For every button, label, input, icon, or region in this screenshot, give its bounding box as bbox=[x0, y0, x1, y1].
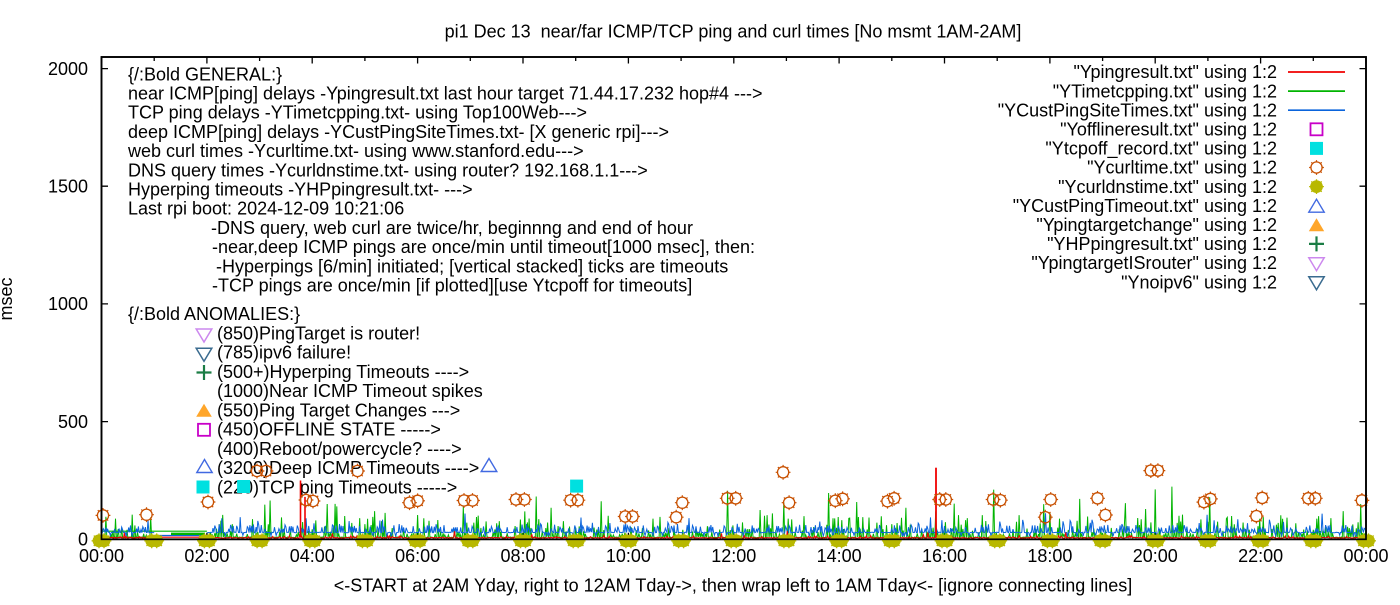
svg-text:DNS query times -Ycurldnstime.: DNS query times -Ycurldnstime.txt- using… bbox=[128, 160, 648, 180]
svg-text:"Ypingresult.txt" using 1:2: "Ypingresult.txt" using 1:2 bbox=[1073, 62, 1277, 82]
svg-text:16:00: 16:00 bbox=[922, 546, 967, 566]
svg-text:pi1 Dec 13 near/far ICMP/TCP: pi1 Dec 13 near/far ICMP/TCP ping and cu… bbox=[445, 21, 1022, 41]
svg-text:(850)PingTarget is router!: (850)PingTarget is router! bbox=[217, 323, 420, 343]
svg-text:-TCP pings are once/min [if pl: -TCP pings are once/min [if plotted][use… bbox=[212, 276, 692, 296]
svg-text:(220)TCP ping Timeouts ----->: (220)TCP ping Timeouts -----> bbox=[217, 477, 457, 497]
svg-text:(785)ipv6 failure!: (785)ipv6 failure! bbox=[217, 343, 351, 363]
svg-text:(450)OFFLINE STATE ----->: (450)OFFLINE STATE -----> bbox=[217, 420, 441, 440]
svg-text:12:00: 12:00 bbox=[711, 546, 756, 566]
svg-text:(400)Reboot/powercycle? ---->: (400)Reboot/powercycle? ----> bbox=[217, 439, 462, 459]
svg-text:msec: msec bbox=[0, 277, 16, 320]
svg-text:14:00: 14:00 bbox=[817, 546, 862, 566]
svg-text:02:00: 02:00 bbox=[184, 546, 229, 566]
svg-text:1500: 1500 bbox=[48, 176, 88, 196]
svg-text:deep ICMP[ping] delays -YCustP: deep ICMP[ping] delays -YCustPingSiteTim… bbox=[128, 122, 669, 142]
svg-text:-DNS query, web curl are twice: -DNS query, web curl are twice/hr, begin… bbox=[211, 218, 693, 238]
svg-text:04:00: 04:00 bbox=[290, 546, 335, 566]
svg-text:{/:Bold ANOMALIES:}: {/:Bold ANOMALIES:} bbox=[128, 304, 300, 324]
svg-text:{/:Bold GENERAL:}: {/:Bold GENERAL:} bbox=[128, 64, 282, 84]
svg-text:"Ytcpoff_record.txt" using 1:2: "Ytcpoff_record.txt" using 1:2 bbox=[1045, 139, 1277, 160]
svg-text:"YCustPingSiteTimes.txt" using: "YCustPingSiteTimes.txt" using 1:2 bbox=[998, 100, 1277, 120]
svg-text:"Yofflineresult.txt" using 1:2: "Yofflineresult.txt" using 1:2 bbox=[1060, 120, 1277, 140]
svg-text:TCP ping delays -YTimetcpping.: TCP ping delays -YTimetcpping.txt- using… bbox=[128, 103, 587, 123]
svg-text:"YpingtargetISrouter" using 1:: "YpingtargetISrouter" using 1:2 bbox=[1031, 253, 1277, 273]
svg-text:"YTimetcpping.txt" using 1:2: "YTimetcpping.txt" using 1:2 bbox=[1053, 81, 1277, 101]
svg-text:00:00: 00:00 bbox=[1343, 546, 1388, 566]
svg-text:00:00: 00:00 bbox=[79, 546, 124, 566]
svg-text:"YHPpingresult.txt" using 1:2: "YHPpingresult.txt" using 1:2 bbox=[1047, 234, 1277, 254]
svg-text:"Ynoipv6" using 1:2: "Ynoipv6" using 1:2 bbox=[1121, 272, 1277, 292]
svg-text:20:00: 20:00 bbox=[1133, 546, 1178, 566]
svg-text:near ICMP[ping] delays -Ypingr: near ICMP[ping] delays -Ypingresult.txt … bbox=[128, 84, 763, 104]
svg-text:500: 500 bbox=[58, 412, 88, 432]
svg-text:"Ypingtargetchange" using 1:2: "Ypingtargetchange" using 1:2 bbox=[1036, 215, 1277, 235]
svg-text:10:00: 10:00 bbox=[606, 546, 651, 566]
svg-text:Last rpi boot: 2024-12-09 10:2: Last rpi boot: 2024-12-09 10:21:06 bbox=[128, 199, 404, 219]
svg-text:-near,deep ICMP pings are once: -near,deep ICMP pings are once/min until… bbox=[212, 237, 755, 257]
svg-text:<-START at 2AM Yday, right to: <-START at 2AM Yday, right to 12AM Tday-… bbox=[334, 575, 1133, 595]
svg-text:-Hyperpings [6/min] initiated;: -Hyperpings [6/min] initiated; [vertical… bbox=[216, 256, 728, 276]
svg-text:(3200)Deep ICMP Timeouts ---->: (3200)Deep ICMP Timeouts ----> bbox=[217, 458, 479, 478]
svg-text:08:00: 08:00 bbox=[500, 546, 545, 566]
svg-text:0: 0 bbox=[78, 530, 88, 550]
svg-text:web curl times -Ycurltime.txt-: web curl times -Ycurltime.txt- using www… bbox=[127, 141, 584, 161]
svg-text:"YCustPingTimeout.txt" using 1: "YCustPingTimeout.txt" using 1:2 bbox=[1013, 196, 1277, 216]
svg-text:1000: 1000 bbox=[48, 294, 88, 314]
svg-text:Hyperping timeouts -YHPpingres: Hyperping timeouts -YHPpingresult.txt- -… bbox=[128, 180, 473, 200]
svg-text:"Ycurldnstime.txt" using 1:2: "Ycurldnstime.txt" using 1:2 bbox=[1058, 177, 1277, 197]
svg-text:(550)Ping Target Changes --->: (550)Ping Target Changes ---> bbox=[217, 400, 460, 420]
svg-text:2000: 2000 bbox=[48, 59, 88, 79]
svg-text:18:00: 18:00 bbox=[1027, 546, 1072, 566]
svg-text:"Ycurltime.txt" using 1:2: "Ycurltime.txt" using 1:2 bbox=[1087, 158, 1277, 178]
svg-text:06:00: 06:00 bbox=[395, 546, 440, 566]
svg-text:(500+)Hyperping Timeouts ---->: (500+)Hyperping Timeouts ----> bbox=[217, 362, 469, 382]
svg-text:(1000)Near ICMP Timeout spikes: (1000)Near ICMP Timeout spikes bbox=[217, 381, 483, 401]
svg-text:22:00: 22:00 bbox=[1238, 546, 1283, 566]
